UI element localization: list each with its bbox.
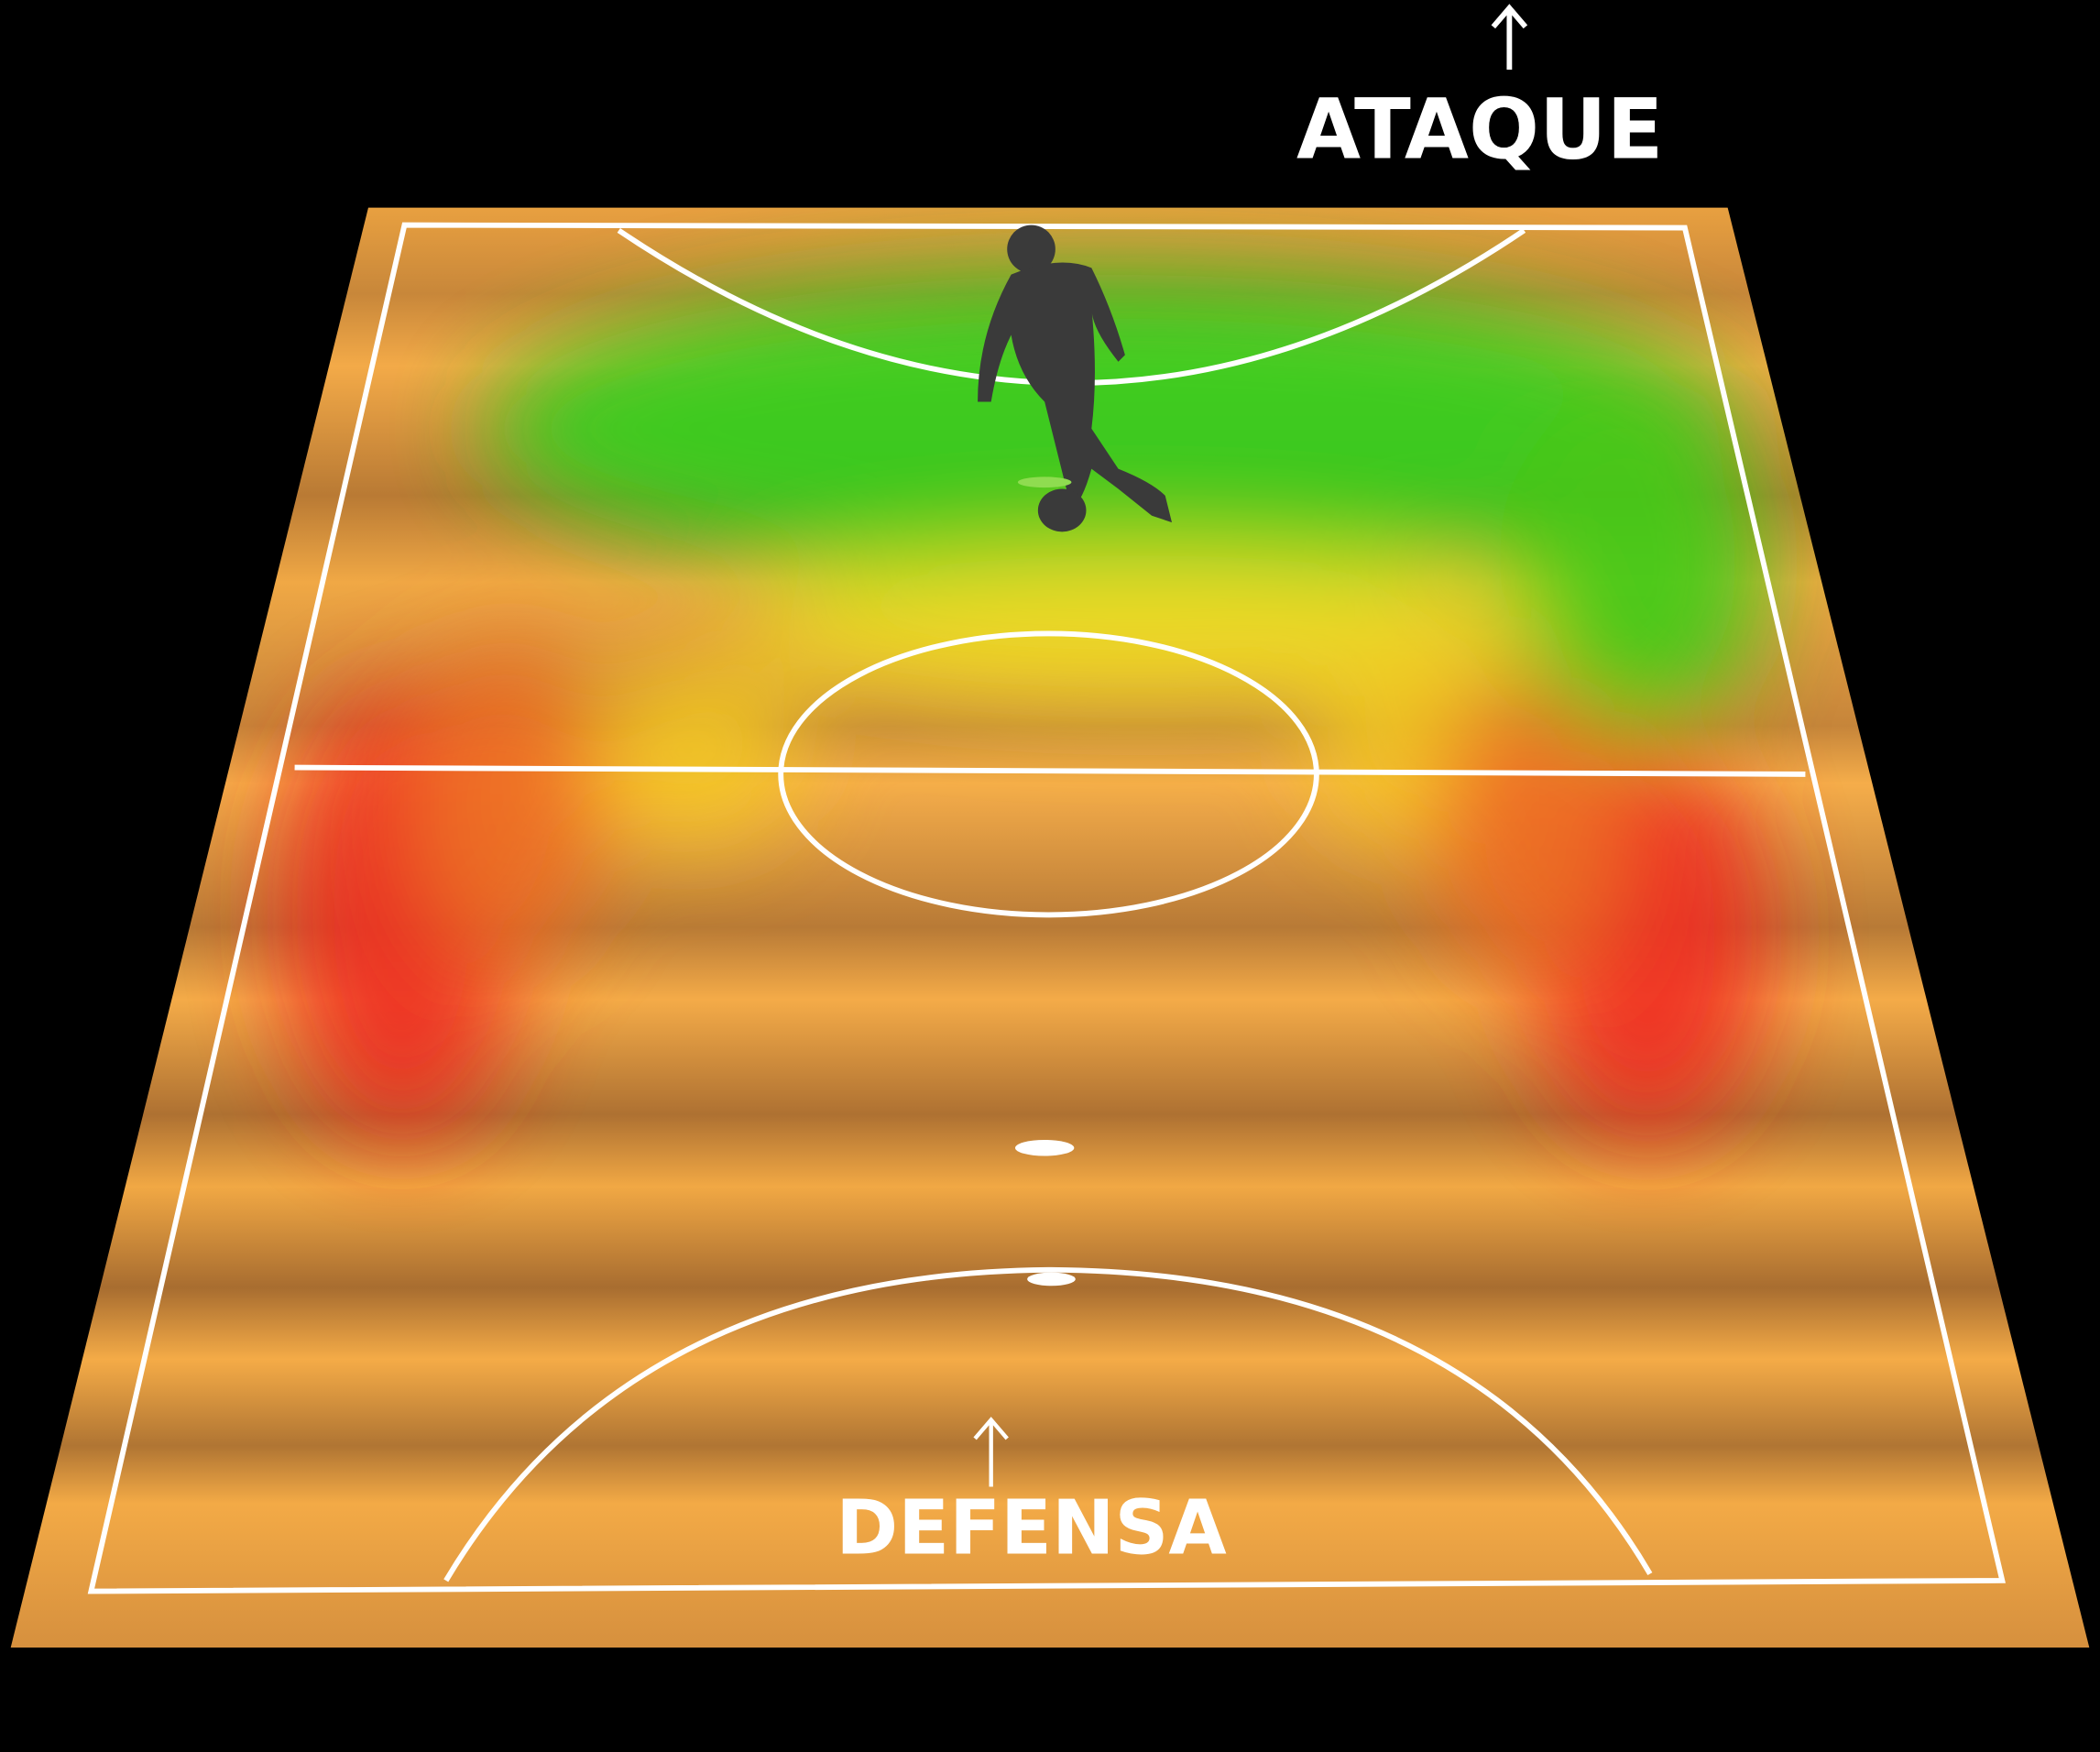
arrow-icon <box>973 1417 1009 1487</box>
bottom-penalty-arc <box>443 1266 1653 1582</box>
heat-zone <box>736 555 1540 704</box>
defense-label: DEFENSA <box>836 1485 1226 1572</box>
attack-direction: ATAQUE <box>1296 4 1664 179</box>
heat-zone <box>415 642 603 965</box>
heat-zone <box>1433 683 1621 979</box>
penalty-mark <box>1014 1139 1075 1156</box>
attack-label: ATAQUE <box>1296 82 1664 179</box>
goal-mark <box>1027 1272 1076 1287</box>
heat-zone <box>589 656 804 844</box>
heat-zone <box>482 274 1742 583</box>
arrow-icon <box>1491 4 1528 71</box>
defense-direction: DEFENSA <box>836 1417 1227 1572</box>
court-lines <box>87 222 2006 1594</box>
midline <box>294 764 1806 777</box>
center-circle <box>778 630 1319 918</box>
player-silhouette <box>978 224 1173 532</box>
boundary-line <box>87 222 2006 1594</box>
heat-zone <box>1500 388 1768 737</box>
heat-layer <box>280 274 1768 1139</box>
